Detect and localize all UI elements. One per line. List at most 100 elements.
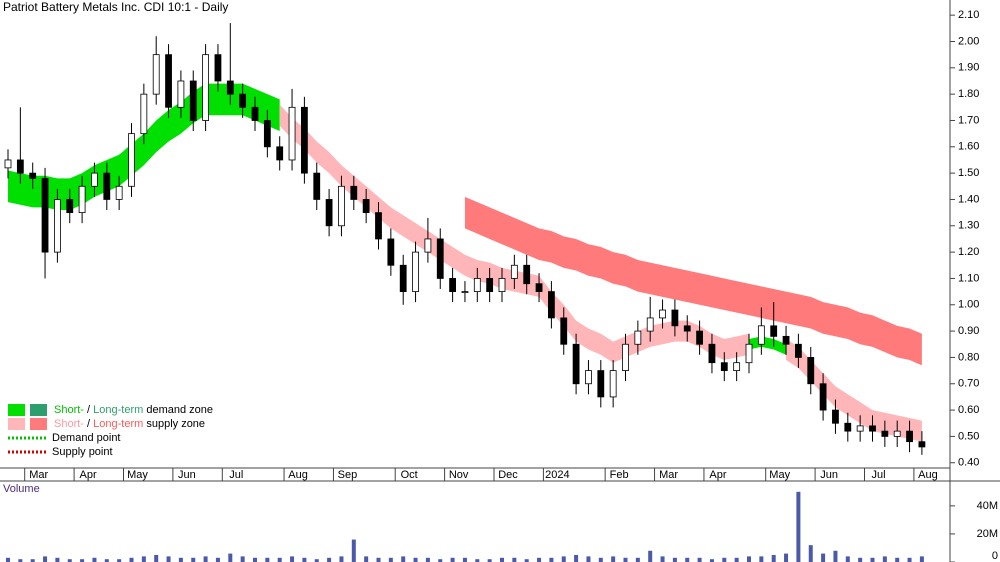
x-tick-label: Apr bbox=[709, 469, 726, 481]
candle-body bbox=[202, 54, 210, 121]
volume-bar bbox=[43, 556, 48, 562]
x-tick-label: Aug bbox=[918, 469, 938, 481]
candle-body bbox=[239, 93, 247, 108]
legend-text: supply zone bbox=[143, 418, 205, 430]
candle-body bbox=[881, 430, 889, 437]
candles bbox=[4, 23, 926, 455]
band bbox=[464, 196, 922, 366]
volume-bar bbox=[821, 553, 826, 562]
y-tick-label: 1.10 bbox=[958, 272, 979, 284]
candle-body bbox=[597, 370, 605, 398]
candle-body bbox=[906, 430, 913, 443]
legend-swatch bbox=[8, 404, 25, 416]
volume-bar bbox=[80, 559, 85, 562]
volume-bar bbox=[290, 556, 295, 562]
volume-panel bbox=[6, 491, 924, 562]
volume-bar bbox=[438, 559, 443, 562]
x-tick-label: Apr bbox=[80, 469, 97, 481]
y-tick-label: 1.70 bbox=[958, 114, 979, 126]
candle-body bbox=[795, 343, 802, 358]
volume-bar bbox=[635, 557, 640, 562]
volume-tick-label: 0 bbox=[992, 550, 998, 562]
x-tick-label: May bbox=[127, 469, 148, 481]
volume-bar bbox=[747, 556, 751, 562]
volume-bar bbox=[549, 557, 554, 562]
candle-body bbox=[720, 362, 728, 371]
candle-body bbox=[214, 54, 222, 82]
volume-bar bbox=[697, 557, 702, 562]
legend-text: demand zone bbox=[143, 404, 213, 416]
volume-tick-label: 40M bbox=[977, 500, 998, 512]
candle-body bbox=[54, 199, 61, 253]
x-tick-label: Feb bbox=[610, 469, 629, 481]
volume-bar bbox=[808, 545, 813, 562]
candle-body bbox=[300, 106, 308, 174]
volume-bar bbox=[845, 556, 850, 562]
volume-bar bbox=[709, 559, 714, 562]
candle-body bbox=[29, 172, 37, 179]
candle-body bbox=[412, 251, 419, 293]
candle-body bbox=[91, 172, 98, 187]
candle-body bbox=[436, 238, 444, 279]
y-tick-label: 1.80 bbox=[958, 88, 979, 100]
candle-body bbox=[115, 185, 123, 200]
volume-bar bbox=[648, 550, 653, 562]
candle-body bbox=[498, 278, 506, 293]
candle-body bbox=[856, 425, 864, 432]
candle-body bbox=[696, 330, 703, 345]
volume-bar bbox=[685, 557, 690, 562]
volume-bar bbox=[919, 556, 924, 562]
candle-body bbox=[708, 343, 716, 364]
volume-bar bbox=[907, 557, 912, 562]
candle-body bbox=[510, 264, 518, 279]
x-tick-label: May bbox=[769, 469, 790, 481]
volume-bar bbox=[364, 556, 369, 562]
candle-body bbox=[189, 80, 197, 121]
volume-bar bbox=[228, 553, 233, 562]
candle-body bbox=[288, 106, 296, 161]
y-tick-label: 1.40 bbox=[958, 193, 979, 205]
y-tick-label: 0.50 bbox=[958, 430, 979, 442]
candle-body bbox=[819, 383, 827, 411]
candle-body bbox=[177, 80, 185, 108]
volume-bar bbox=[870, 557, 875, 562]
legend-label: Short- / Long-term supply zone bbox=[54, 418, 205, 430]
volume-bar bbox=[388, 557, 393, 562]
x-tick-label: 2024 bbox=[545, 469, 569, 481]
candle-body bbox=[424, 238, 432, 253]
volume-bar bbox=[487, 559, 492, 562]
candle-body bbox=[251, 106, 259, 121]
legend-text: Supply point bbox=[52, 446, 113, 458]
candle-body bbox=[733, 362, 741, 371]
volume-bar bbox=[660, 556, 665, 562]
y-tick-label: 0.80 bbox=[958, 351, 979, 363]
candle-body bbox=[41, 177, 49, 253]
y-tick-label: 0.90 bbox=[958, 325, 979, 337]
x-tick-label: Jul bbox=[229, 469, 243, 481]
volume-bar bbox=[6, 557, 10, 562]
volume-bar bbox=[500, 557, 504, 562]
legend-text: Long-term bbox=[93, 404, 143, 416]
candle-body bbox=[560, 317, 568, 345]
volume-tick-label: 20M bbox=[977, 528, 998, 540]
y-tick-label: 1.20 bbox=[958, 246, 979, 258]
x-tick-label: Oct bbox=[401, 469, 418, 481]
candle-body bbox=[918, 441, 926, 448]
candle-body bbox=[313, 172, 321, 200]
y-tick-label: 1.30 bbox=[958, 220, 979, 232]
candle-body bbox=[473, 278, 481, 293]
candle-body bbox=[140, 93, 148, 135]
volume-bar bbox=[524, 559, 529, 562]
volume-bar bbox=[129, 557, 134, 562]
volume-bar bbox=[425, 557, 430, 562]
volume-bar bbox=[277, 557, 282, 562]
volume-bar bbox=[586, 556, 591, 562]
x-tick-label: Sep bbox=[338, 469, 358, 481]
candle-body bbox=[152, 54, 160, 95]
legend-text: Short- bbox=[54, 418, 84, 430]
volume-bar bbox=[141, 556, 146, 562]
candle-body bbox=[869, 425, 876, 432]
candle-body bbox=[893, 430, 901, 437]
volume-bar bbox=[771, 554, 776, 562]
